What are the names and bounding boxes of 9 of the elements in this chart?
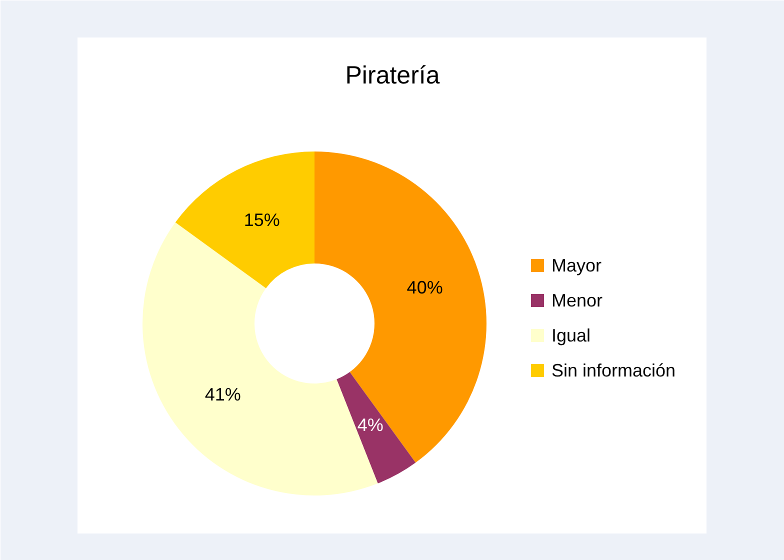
legend-label: Menor xyxy=(552,290,603,310)
legend-label: Sin información xyxy=(552,360,676,380)
data-label: 4% xyxy=(357,415,384,436)
data-label: 15% xyxy=(244,210,280,230)
chart-title: Piratería xyxy=(345,62,440,90)
legend-label: Igual xyxy=(552,326,591,346)
legend-label: Mayor xyxy=(552,256,602,276)
data-label: 41% xyxy=(204,384,241,405)
data-label: 40% xyxy=(406,278,443,298)
